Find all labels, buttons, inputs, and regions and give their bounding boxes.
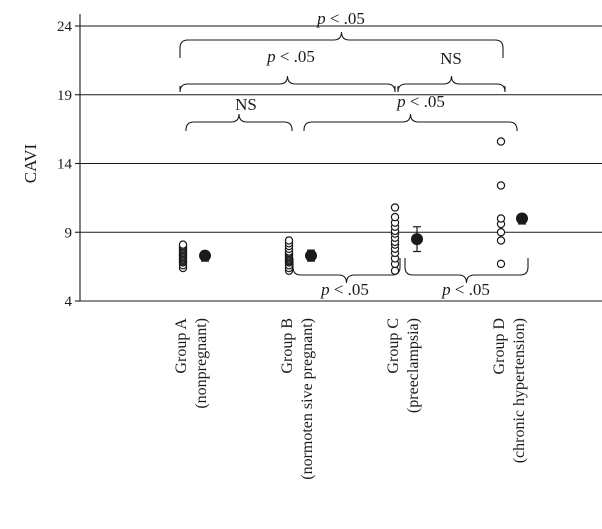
category-label-g4: Group D (chronic hypertension) (491, 318, 528, 463)
data-point-g2-16 (284, 236, 294, 245)
y-tick-label-14: 14 (57, 157, 73, 173)
mean-marker-g1 (199, 249, 211, 262)
annotation-top-outer: p < .05 (316, 9, 365, 28)
annotation-mid-left: NS (235, 95, 257, 114)
data-point-g4-2 (496, 236, 506, 245)
bracket-upper-left (179, 75, 396, 93)
data-point-g1-16 (178, 240, 188, 249)
data-point-g3-13 (390, 212, 400, 222)
y-axis-label: CAVI (21, 143, 40, 183)
category-label-g2: Group B (normoten sive pregnant) (279, 318, 316, 480)
data-point-g4-1 (496, 259, 506, 269)
bracket-upper-right (397, 75, 506, 93)
bracket-low-right (404, 258, 529, 284)
category-label-g3: Group C (preeclampsia) (385, 318, 422, 413)
annotation-mid-right: p < .05 (396, 92, 445, 111)
annotation-upper-right: NS (440, 49, 462, 68)
bracket-low-left (292, 258, 401, 284)
mean-marker-g3 (411, 233, 423, 246)
bracket-top-outer (179, 31, 504, 58)
category-label-g1: Group A (nonpregnant) (173, 318, 210, 409)
data-point-g4-7 (496, 137, 506, 146)
mean-marker-g2 (305, 249, 317, 262)
annotation-low-left: p < .05 (320, 280, 369, 299)
data-point-g4-5 (496, 214, 506, 223)
data-point-g3-14 (390, 203, 400, 212)
y-tick-label-19: 19 (57, 88, 72, 104)
annotation-upper-left: p < .05 (266, 47, 315, 66)
y-tick-label-9: 9 (65, 225, 73, 241)
data-point-g4-3 (496, 228, 506, 237)
bracket-mid-left (185, 113, 293, 131)
mean-marker-g4 (516, 212, 528, 225)
annotation-low-right: p < .05 (441, 280, 490, 299)
y-tick-label-4: 4 (65, 294, 73, 310)
y-tick-label-24: 24 (57, 19, 73, 35)
bracket-mid-right (303, 113, 518, 131)
data-point-g4-6 (496, 181, 506, 190)
